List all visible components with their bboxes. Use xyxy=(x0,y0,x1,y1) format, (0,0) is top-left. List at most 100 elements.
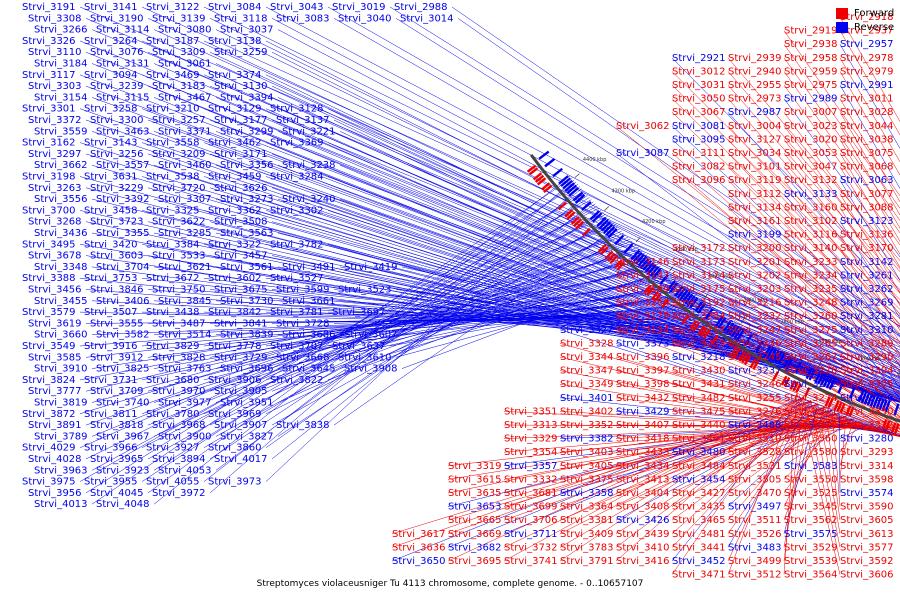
reverse-feature-label: Strvi_3137 xyxy=(276,115,330,126)
reverse-feature-label: Strvi_3697 xyxy=(332,307,386,318)
forward-connector-line xyxy=(615,403,819,535)
forward-connector-line xyxy=(615,356,900,437)
forward-connector-line xyxy=(839,220,900,319)
reverse-feature-arrow xyxy=(696,302,706,314)
right-feature-label: Strvi_3289 xyxy=(840,338,894,349)
reverse-feature-arrow xyxy=(848,386,856,399)
forward-feature-arrow xyxy=(881,419,888,430)
reverse-connector-line xyxy=(79,192,586,482)
reverse-feature-arrow xyxy=(828,377,836,390)
reverse-connector-line xyxy=(147,232,624,426)
reverse-feature-arrow xyxy=(538,150,550,160)
right-feature-label: Strvi_3140 xyxy=(784,243,838,254)
right-feature-label: Strvi_3577 xyxy=(840,542,894,553)
reverse-connector-line xyxy=(265,142,900,401)
reverse-connector-line xyxy=(85,184,579,494)
forward-connector-line xyxy=(671,370,900,437)
forward-feature-arrow xyxy=(609,254,619,264)
reverse-feature-arrow xyxy=(805,367,814,380)
forward-feature-arrow xyxy=(772,371,780,382)
right-feature-label: Strvi_3201 xyxy=(728,257,782,268)
forward-feature-arrow xyxy=(732,348,741,359)
forward-connector-line xyxy=(783,125,900,281)
reverse-feature-arrow xyxy=(728,324,737,336)
reverse-feature-label: Strvi_4053 xyxy=(158,465,212,476)
forward-connector-line xyxy=(783,220,900,358)
right-feature-label: Strvi_3350 xyxy=(840,406,894,417)
forward-connector-line xyxy=(783,275,900,395)
reverse-connector-line xyxy=(271,228,620,426)
forward-swatch xyxy=(836,8,848,19)
reverse-connector-line xyxy=(153,266,799,359)
forward-connector-line xyxy=(839,44,900,149)
reverse-feature-label: Strvi_3753 xyxy=(84,273,138,284)
right-feature-label: Strvi_3246 xyxy=(728,379,782,390)
reverse-feature-label: Strvi_3523 xyxy=(338,285,392,296)
reverse-feature-label: Strvi_3709 xyxy=(90,386,144,397)
forward-connector-line xyxy=(671,125,900,338)
forward-connector-line xyxy=(839,207,900,307)
reverse-connector-line xyxy=(91,224,616,437)
right-feature-label: Strvi_3232 xyxy=(728,311,782,322)
right-feature-label: Strvi_3314 xyxy=(840,461,894,472)
reverse-feature-label: Strvi_3740 xyxy=(96,398,150,409)
right-feature-label: Strvi_3329 xyxy=(504,434,558,445)
reverse-connector-line xyxy=(401,269,666,369)
reverse-connector-line xyxy=(203,244,819,370)
reverse-feature-label: Strvi_3579 xyxy=(22,307,76,318)
reverse-feature-label: Strvi_4055 xyxy=(146,477,200,488)
reverse-feature-label: Strvi_3141 xyxy=(84,2,138,13)
right-feature-label: Strvi_3562 xyxy=(784,515,838,526)
forward-connector-line xyxy=(783,180,900,326)
reverse-connector-line xyxy=(333,282,681,358)
reverse-connector-line xyxy=(209,254,648,392)
right-feature-label: Strvi_3237 xyxy=(728,366,782,377)
right-feature-label: Strvi_3262 xyxy=(840,284,894,295)
reverse-feature-label: Strvi_3463 xyxy=(96,126,150,137)
reverse-connector-line xyxy=(209,221,841,379)
right-feature-label: Strvi_3539 xyxy=(784,556,838,567)
forward-connector-line xyxy=(727,152,900,335)
reverse-feature-label: Strvi_3171 xyxy=(214,149,268,160)
forward-connector-line xyxy=(839,193,900,294)
right-feature-label: Strvi_3332 xyxy=(504,474,558,485)
right-feature-label: Strvi_3429 xyxy=(616,406,670,417)
reverse-feature-label: Strvi_3780 xyxy=(146,409,200,420)
reverse-feature-arrow xyxy=(717,317,727,329)
reverse-feature-arrow xyxy=(763,345,772,357)
reverse-feature-label: Strvi_3968 xyxy=(152,420,206,431)
reverse-feature-label: Strvi_3977 xyxy=(158,398,212,409)
right-feature-label: Strvi_3364 xyxy=(560,502,614,513)
forward-connector-line xyxy=(839,343,900,419)
forward-feature-arrow xyxy=(614,259,623,269)
right-feature-label: Strvi_3312 xyxy=(840,420,894,431)
reverse-feature-arrow xyxy=(689,297,699,309)
right-feature-label: Strvi_3275 xyxy=(784,325,838,336)
right-feature-label: Strvi_3433 xyxy=(616,447,670,458)
forward-feature-arrow xyxy=(792,381,799,392)
forward-connector-line xyxy=(831,410,841,507)
reverse-connector-line xyxy=(91,199,592,471)
forward-connector-line xyxy=(671,57,900,291)
reverse-connector-line xyxy=(271,201,594,460)
right-feature-label: Strvi_3401 xyxy=(560,393,614,404)
right-feature-label: Strvi_3274 xyxy=(784,393,838,404)
forward-feature-arrow xyxy=(650,290,660,301)
forward-connector-line xyxy=(671,409,833,507)
forward-connector-line xyxy=(615,400,812,548)
reverse-feature-arrow xyxy=(679,289,689,301)
right-feature-label: Strvi_3095 xyxy=(672,134,726,145)
axis-tick-label: 4200 kbp xyxy=(642,219,666,225)
right-feature-label: Strvi_3175 xyxy=(672,284,726,295)
reverse-feature-label: Strvi_3782 xyxy=(270,239,324,250)
reverse-feature-arrow xyxy=(794,361,802,374)
right-feature-label: Strvi_3481 xyxy=(672,529,726,540)
reverse-feature-label: Strvi_3256 xyxy=(90,149,144,160)
reverse-feature-label: Strvi_3487 xyxy=(152,318,206,329)
reverse-feature-label: Strvi_3300 xyxy=(90,115,144,126)
right-feature-label: Strvi_3020 xyxy=(784,134,838,145)
right-feature-label: Strvi_3280 xyxy=(840,434,894,445)
reverse-feature-label: Strvi_3143 xyxy=(84,138,138,149)
right-feature-label: Strvi_3352 xyxy=(560,420,614,431)
